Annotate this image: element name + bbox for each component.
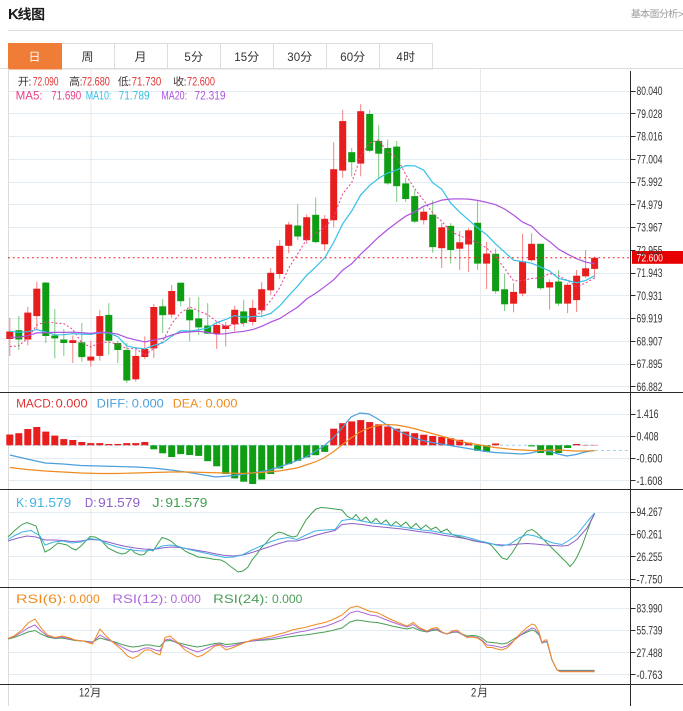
svg-text:DEA:: DEA:: [173, 397, 202, 411]
svg-text:MA20:: MA20:: [161, 89, 187, 103]
svg-text:74.979: 74.979: [637, 200, 663, 212]
svg-text:27.488: 27.488: [637, 648, 663, 660]
svg-text:MA10:: MA10:: [86, 89, 112, 103]
svg-text:K: K: [8, 6, 19, 23]
svg-text:78.016: 78.016: [637, 132, 663, 144]
svg-text:71.730: 71.730: [132, 76, 162, 88]
svg-text:D:: D:: [85, 496, 97, 510]
svg-text:72.600: 72.600: [187, 76, 215, 88]
svg-text:72.955: 72.955: [637, 245, 663, 257]
svg-text:2: 2: [471, 688, 476, 700]
svg-text:0.000: 0.000: [206, 397, 238, 411]
svg-text:-0.763: -0.763: [637, 670, 663, 682]
svg-text:0.000: 0.000: [132, 397, 164, 411]
svg-text:66.882: 66.882: [637, 382, 663, 394]
svg-text:60.261: 60.261: [637, 529, 663, 541]
svg-text:0.408: 0.408: [637, 431, 659, 443]
svg-text:79.028: 79.028: [637, 109, 663, 121]
svg-text:MA5:: MA5:: [16, 89, 43, 103]
svg-text:30: 30: [287, 52, 300, 64]
svg-text:71.690: 71.690: [51, 89, 81, 103]
svg-text:0.000: 0.000: [56, 397, 88, 411]
svg-text:4: 4: [396, 52, 403, 64]
svg-text:91.579: 91.579: [165, 496, 207, 510]
svg-text:5: 5: [184, 52, 190, 64]
svg-text:MACD:: MACD:: [16, 397, 54, 411]
svg-text:55.739: 55.739: [637, 626, 663, 638]
svg-text:77.004: 77.004: [637, 154, 663, 166]
svg-text:1.416: 1.416: [637, 409, 659, 421]
svg-text:RSI(12):: RSI(12):: [112, 592, 167, 606]
svg-text:>: >: [678, 9, 683, 20]
svg-text:91.579: 91.579: [98, 496, 140, 510]
svg-text:69.919: 69.919: [637, 314, 663, 326]
svg-text:83.990: 83.990: [637, 604, 663, 616]
svg-text:73.967: 73.967: [637, 223, 663, 235]
svg-text:0.000: 0.000: [69, 592, 100, 606]
svg-text:0.000: 0.000: [272, 592, 303, 606]
svg-text:12: 12: [79, 688, 90, 700]
svg-text:72.680: 72.680: [82, 76, 110, 88]
svg-text:70.931: 70.931: [637, 291, 663, 303]
svg-text:-0.600: -0.600: [637, 454, 663, 466]
svg-text:RSI(6):: RSI(6):: [16, 592, 67, 606]
svg-text:67.895: 67.895: [637, 359, 663, 371]
svg-text:80.040: 80.040: [637, 86, 663, 98]
svg-text:15: 15: [234, 52, 247, 64]
svg-text:K:: K:: [16, 496, 28, 510]
svg-text:68.907: 68.907: [637, 336, 663, 348]
svg-text:72.090: 72.090: [33, 76, 59, 88]
svg-text:-1.608: -1.608: [637, 476, 663, 488]
svg-text:71.789: 71.789: [119, 89, 150, 103]
svg-text::: :: [28, 76, 31, 88]
svg-text:94.267: 94.267: [637, 507, 663, 519]
svg-text:72.319: 72.319: [195, 89, 226, 103]
svg-text:RSI(24):: RSI(24):: [213, 592, 268, 606]
svg-text:26.255: 26.255: [637, 552, 663, 564]
svg-text:71.943: 71.943: [637, 268, 663, 280]
svg-text:J:: J:: [152, 496, 164, 510]
svg-text:60: 60: [340, 52, 353, 64]
svg-text:-7.750: -7.750: [637, 574, 663, 586]
svg-text:91.579: 91.579: [29, 496, 71, 510]
svg-text:0.000: 0.000: [171, 592, 202, 606]
svg-text:DIFF:: DIFF:: [97, 397, 129, 411]
svg-text:75.992: 75.992: [637, 177, 663, 189]
